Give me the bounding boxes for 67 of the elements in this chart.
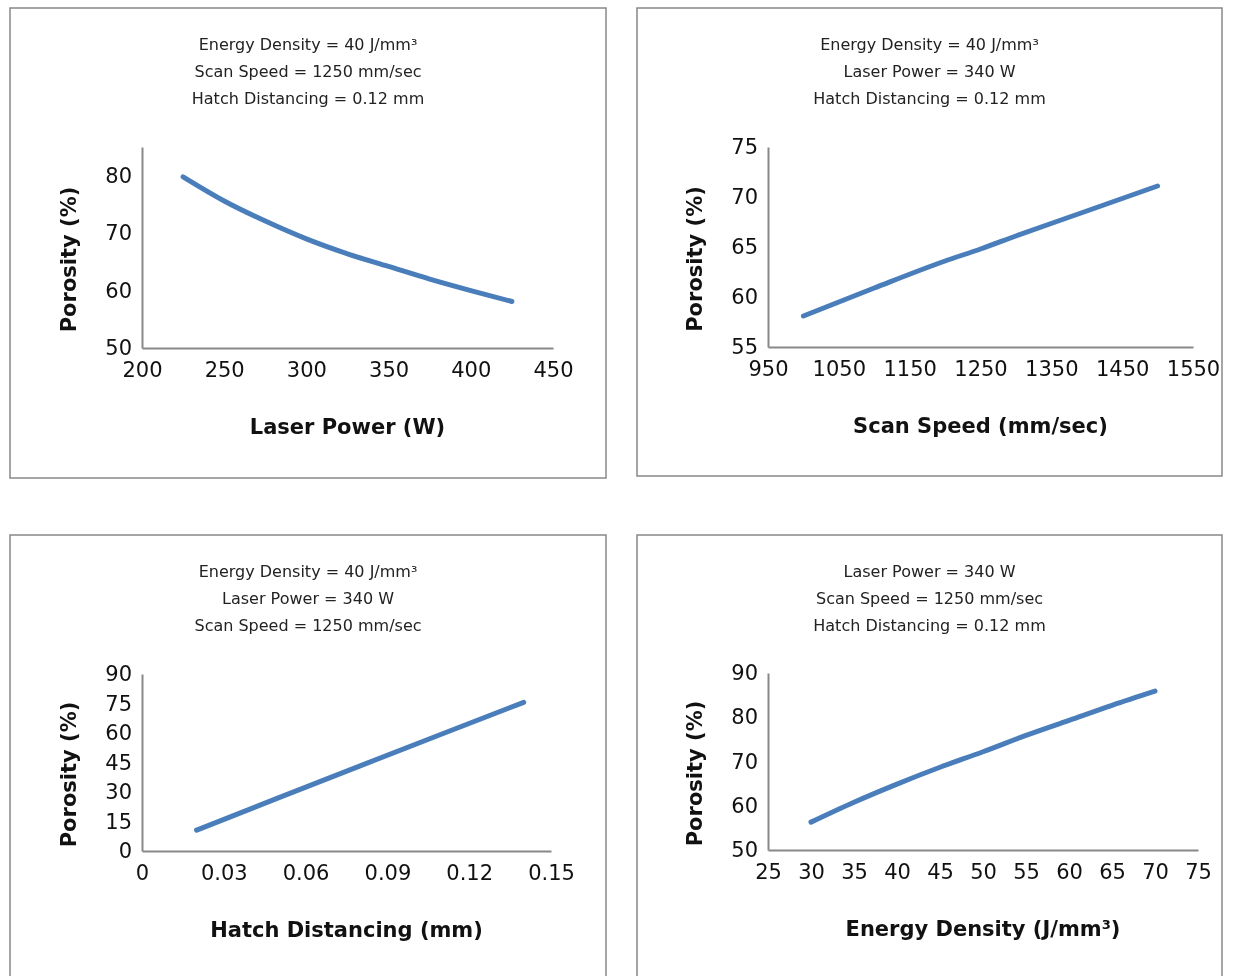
- y-tick-label: 60: [731, 793, 758, 818]
- x-tick-label: 0.12: [446, 860, 494, 885]
- x-tick-label: 1250: [954, 356, 1008, 381]
- text: Hatch Distancing = 0.12 mm: [813, 89, 1046, 108]
- y-tick-label: 0: [118, 839, 132, 864]
- y-tick-label: 45: [105, 750, 132, 775]
- x-tick-label: 60: [1056, 859, 1083, 884]
- x-tick-label: 50: [970, 859, 997, 884]
- y-tick-label: 60: [105, 278, 132, 303]
- x-tick-label: 350: [369, 357, 410, 382]
- text: Hatch Distancing = 0.12 mm: [191, 89, 425, 108]
- x-tick-label: 30: [798, 859, 825, 884]
- text: Energy Density = 40 J/mm³: [198, 562, 418, 581]
- x-axis-title: Energy Density (J/mm³): [845, 917, 1121, 941]
- x-axis-title: Scan Speed (mm/sec): [853, 414, 1108, 438]
- y-tick-label: 60: [105, 721, 132, 746]
- text: Energy Density = 40 J/mm³: [198, 35, 418, 54]
- x-tick-label: 45: [927, 859, 954, 884]
- x-tick-label: 35: [841, 859, 868, 884]
- x-tick-label: 55: [1013, 859, 1040, 884]
- text: Hatch Distancing = 0.12 mm: [813, 616, 1046, 635]
- y-axis-title: Porosity (%): [683, 700, 707, 847]
- x-tick-label: 1050: [812, 356, 867, 381]
- text: Laser Power = 340 W: [222, 589, 395, 608]
- y-tick-label: 90: [105, 662, 132, 687]
- x-axis-title: Hatch Distancing (mm): [210, 918, 483, 942]
- text: Laser Power = 340 W: [843, 62, 1016, 81]
- text: Scan Speed = 1250 mm/sec: [194, 62, 422, 81]
- y-tick-label: 50: [731, 838, 758, 863]
- y-tick-label: 60: [731, 285, 758, 310]
- y-tick-label: 15: [105, 809, 132, 834]
- text: Laser Power = 340 W: [843, 562, 1016, 581]
- y-tick-label: 70: [731, 185, 758, 210]
- x-tick-label: 400: [451, 357, 492, 382]
- x-tick-label: 0.15: [528, 860, 575, 885]
- x-tick-label: 1350: [1025, 356, 1079, 381]
- y-tick-label: 65: [731, 235, 758, 260]
- x-tick-label: 1150: [883, 356, 937, 381]
- text: Scan Speed = 1250 mm/sec: [815, 589, 1044, 608]
- x-tick-label: 0.03: [200, 860, 248, 885]
- x-tick-label: 75: [1185, 859, 1212, 884]
- x-tick-label: 0: [135, 860, 150, 885]
- x-axis-title: Laser Power (W): [249, 415, 446, 439]
- x-tick-label: 300: [286, 357, 327, 382]
- y-tick-label: 30: [105, 780, 132, 805]
- y-tick-label: 80: [105, 163, 132, 188]
- x-tick-label: 70: [1142, 859, 1169, 884]
- x-tick-label: 40: [884, 859, 911, 884]
- y-axis-title: Porosity (%): [683, 186, 707, 332]
- x-tick-label: 250: [204, 357, 245, 382]
- y-tick-label: 90: [731, 661, 758, 686]
- y-axis-title: Porosity (%): [57, 701, 81, 848]
- y-tick-label: 70: [105, 221, 132, 246]
- y-axis-title: Porosity (%): [57, 186, 81, 333]
- y-tick-label: 75: [105, 691, 132, 716]
- y-tick-label: 70: [731, 749, 758, 774]
- y-tick-label: 80: [731, 705, 758, 730]
- text: Energy Density = 40 J/mm³: [820, 35, 1039, 54]
- y-tick-label: 75: [731, 135, 758, 160]
- x-tick-label: 65: [1099, 859, 1126, 884]
- x-tick-label: 1450: [1095, 356, 1150, 381]
- x-tick-label: 450: [533, 357, 574, 382]
- x-tick-label: 25: [755, 859, 782, 884]
- x-tick-label: 1550: [1166, 356, 1221, 381]
- x-tick-label: 0.09: [364, 860, 412, 885]
- text: Scan Speed = 1250 mm/sec: [194, 616, 422, 635]
- x-tick-label: 0.06: [282, 860, 330, 885]
